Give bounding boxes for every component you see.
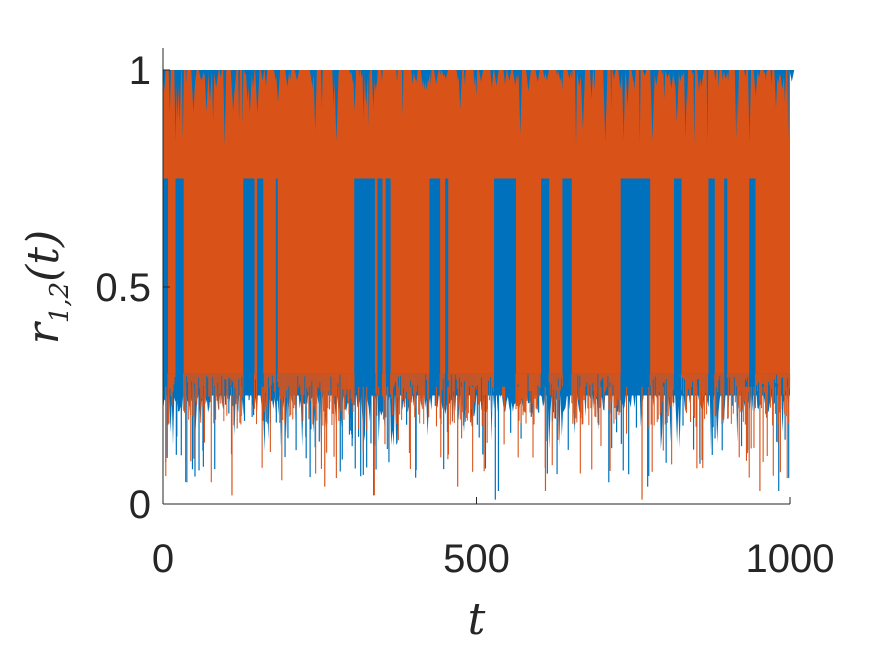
series-orange-block-3	[263, 178, 276, 374]
series-orange	[163, 70, 791, 500]
series-orange-block-13	[650, 178, 675, 374]
series-orange-block-15	[714, 178, 725, 374]
series-orange-spikes	[165, 386, 788, 483]
series-orange-block-10	[516, 178, 542, 374]
y-axis-label: r1,2(t)	[18, 230, 75, 344]
series-orange-block-7	[390, 178, 430, 374]
plot-area	[163, 70, 795, 500]
y-axis-label-base: r	[18, 320, 69, 344]
series-orange-block-5	[374, 178, 378, 374]
x-axis-label: t	[468, 594, 486, 645]
series-orange-fringe	[167, 373, 791, 426]
series-orange-block-14	[681, 178, 709, 374]
labels: t r1,2(t)	[18, 230, 486, 645]
series-orange-block-17	[755, 178, 790, 374]
series-orange-block-1	[183, 178, 244, 374]
x-tick-label-1: 500	[443, 537, 510, 581]
y-axis-label-subscript: 1,2	[45, 282, 75, 323]
series-orange-block-2	[254, 178, 258, 374]
series-orange-block-0	[168, 178, 176, 374]
y-tick-label-0: 0	[129, 483, 151, 527]
series-orange-block-8	[440, 178, 446, 374]
series-blue-fringe	[163, 373, 790, 452]
series-orange-block-4	[277, 178, 355, 374]
series-orange-block-16	[727, 178, 750, 374]
axes: 0 500 1000 0 0.5 1	[95, 48, 834, 581]
x-tick-label-2: 1000	[746, 537, 835, 581]
series-orange-block-12	[571, 178, 621, 374]
series-orange-block-6	[382, 178, 386, 374]
y-axis-label-argument: (t)	[18, 230, 69, 282]
series-orange-block-9	[448, 178, 495, 374]
y-tick-label-2: 1	[129, 49, 151, 93]
x-tick-label-0: 0	[152, 537, 174, 581]
series-orange-block-11	[549, 178, 563, 374]
series-blue-top-notches	[163, 70, 795, 147]
y-tick-label-1: 0.5	[95, 266, 151, 310]
